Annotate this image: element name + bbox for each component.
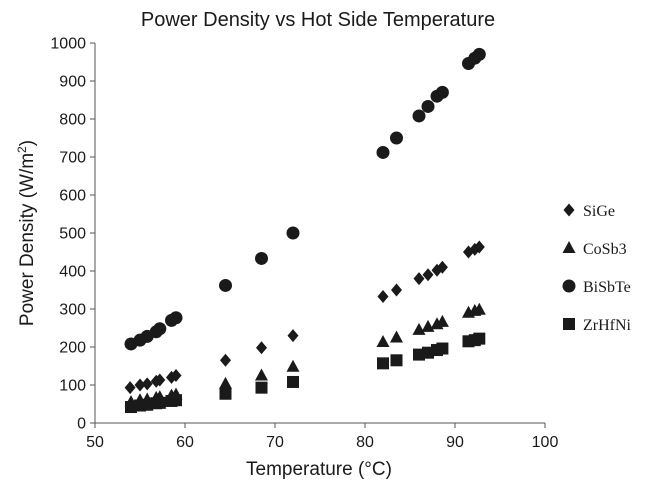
x-tick-label: 100 [532, 434, 559, 451]
y-tick-label: 900 [59, 74, 86, 91]
data-point-bisbte [255, 251, 268, 265]
data-point-zrhfni [170, 394, 182, 407]
y-tick-label: 800 [59, 112, 86, 129]
y-tick-label: 400 [59, 264, 86, 281]
x-tick-label: 80 [356, 434, 374, 451]
y-tick-label: 500 [59, 226, 86, 243]
data-marks [124, 47, 486, 414]
data-point-zrhfni [255, 381, 268, 394]
data-point-sige [134, 378, 146, 392]
data-point-cosb3 [219, 376, 232, 389]
data-point-bisbte [472, 47, 486, 61]
data-point-sige [422, 268, 434, 282]
data-point-sige [473, 240, 485, 254]
data-point-bisbte [286, 226, 300, 240]
axes: 0 100 200 300 400 500 600 700 800 900 1000 50 60 70 80… [50, 36, 558, 452]
legend-label-zrhfni: ZrHfNi [583, 317, 632, 334]
data-point-bisbte [169, 311, 183, 325]
data-point-cosb3 [472, 302, 486, 315]
y-tick-label: 0 [77, 416, 86, 433]
data-point-sige [170, 369, 182, 382]
data-point-sige [220, 353, 231, 367]
data-point-bisbte [153, 322, 167, 336]
legend: SiGe CoSb3 BiSbTe ZrHfNi [562, 203, 632, 334]
data-point-zrhfni [287, 375, 299, 388]
data-point-cosb3 [286, 359, 300, 372]
data-point-cosb3 [390, 330, 403, 343]
data-point-sige [391, 283, 402, 297]
legend-item-bisbte: BiSbTe [562, 279, 631, 296]
data-point-bisbte [390, 131, 403, 145]
series-zrhfni [125, 332, 486, 414]
y-tick-label: 600 [59, 188, 86, 205]
legend-label-bisbte: BiSbTe [583, 279, 631, 296]
y-tick-label: 200 [59, 340, 86, 357]
y-tick-label: 700 [59, 150, 86, 167]
data-point-bisbte [376, 145, 390, 159]
data-point-sige [124, 381, 136, 395]
x-axis-title: Temperature (°C) [246, 459, 392, 480]
x-tick-label: 50 [86, 434, 104, 451]
data-point-cosb3 [255, 368, 268, 381]
series-sige [124, 240, 485, 395]
y-tick-label: 1000 [50, 36, 86, 53]
legend-marker-zrhfni [563, 318, 575, 330]
data-point-sige [287, 329, 299, 343]
data-point-zrhfni [436, 342, 449, 355]
data-point-sige [256, 341, 267, 355]
data-point-bisbte [435, 85, 449, 99]
x-tick-label: 70 [266, 434, 284, 451]
legend-item-cosb3: CoSb3 [562, 241, 627, 258]
legend-item-zrhfni: ZrHfNi [563, 317, 632, 334]
y-tick-label: 300 [59, 302, 86, 319]
y-axis-title: Power Density (W/m2) [15, 140, 38, 326]
y-axis-title-main: Power Density (W/m [17, 153, 38, 326]
data-point-sige [377, 289, 389, 303]
data-point-cosb3 [376, 335, 390, 348]
y-axis-title-close: ) [17, 140, 38, 146]
legend-marker-bisbte [562, 279, 576, 293]
data-point-zrhfni [219, 387, 232, 400]
legend-marker-cosb3 [562, 241, 576, 253]
chart-title: Power Density vs Hot Side Temperature [141, 9, 495, 31]
data-point-sige [436, 260, 448, 274]
legend-marker-sige [563, 203, 575, 217]
data-point-zrhfni [377, 357, 389, 370]
data-point-bisbte [421, 99, 435, 113]
data-point-sige [413, 272, 425, 286]
data-point-zrhfni [473, 332, 486, 345]
series-bisbte [124, 47, 486, 351]
data-point-sige [141, 377, 153, 391]
data-point-bisbte [412, 109, 426, 123]
legend-label-cosb3: CoSb3 [583, 241, 627, 258]
legend-item-sige: SiGe [563, 203, 615, 220]
data-point-cosb3 [435, 314, 449, 327]
x-tick-label: 60 [176, 434, 194, 451]
data-point-bisbte [219, 278, 232, 292]
data-point-cosb3 [412, 322, 426, 335]
data-point-zrhfni [390, 354, 403, 367]
x-tick-label: 90 [446, 434, 464, 451]
y-axis-title-superscript: 2 [15, 146, 29, 153]
data-point-sige [154, 373, 166, 387]
data-point-zrhfni [153, 396, 166, 409]
legend-label-sige: SiGe [583, 203, 615, 220]
y-tick-label: 100 [59, 378, 86, 395]
